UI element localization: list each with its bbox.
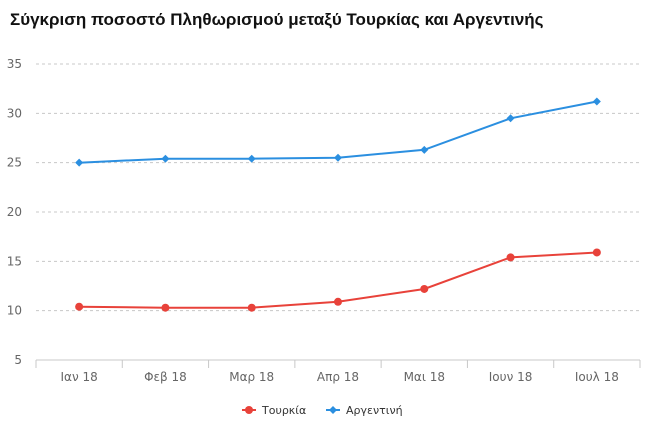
legend-item-0[interactable]: Τουρκία [242,404,306,417]
x-tick-label: Ιουλ 18 [575,370,619,384]
legend-label: Αργεντινή [346,404,403,417]
data-point-1-4[interactable] [420,145,429,154]
x-tick-label: Ιαν 18 [61,370,98,384]
x-tick-label: Μαρ 18 [229,370,274,384]
y-tick-label: 35 [7,57,22,71]
y-tick-label: 30 [7,106,22,120]
data-point-1-3[interactable] [334,153,342,162]
y-tick-label: 5 [14,353,22,367]
data-point-1-1[interactable] [161,154,170,163]
legend[interactable]: Τουρκία Αργεντινή [242,404,403,417]
data-point-0-6[interactable] [592,248,601,257]
data-point-0-2[interactable] [247,303,256,312]
data-point-0-1[interactable] [161,303,170,312]
y-tick-label: 10 [7,304,22,318]
legend-item-1[interactable]: Αργεντινή [326,404,403,417]
data-point-0-4[interactable] [420,284,429,293]
y-tick-label: 20 [7,205,22,219]
data-point-0-5[interactable] [506,253,515,262]
series-line-1 [79,100,598,164]
grid-lines [36,63,640,312]
x-tick-label: Φεβ 18 [144,370,187,384]
x-tick-label: Ιουν 18 [489,370,533,384]
data-point-1-6[interactable] [592,97,601,106]
y-tick-label: 15 [7,254,22,268]
legend-marker [329,406,337,414]
data-point-1-0[interactable] [75,158,84,167]
legend-label: Τουρκία [261,404,306,417]
x-tick-label: Μαι 18 [404,370,445,384]
series-lines [75,97,601,312]
y-tick-label: 25 [7,156,22,170]
data-point-1-5[interactable] [506,114,515,123]
data-point-1-2[interactable] [247,154,256,163]
legend-marker [245,406,253,414]
x-tick-label: Απρ 18 [317,370,359,384]
data-point-0-0[interactable] [75,302,84,311]
axes: 5 10 15 20 25 30 35 Ιαν 18 Φεβ 18 Μαρ 18 Απρ 18 Μαι… [7,57,641,384]
chart-title: Σύγκριση ποσοστό Πληθωρισμού μεταξύ Τουρ… [10,10,544,29]
data-point-0-3[interactable] [334,297,342,306]
